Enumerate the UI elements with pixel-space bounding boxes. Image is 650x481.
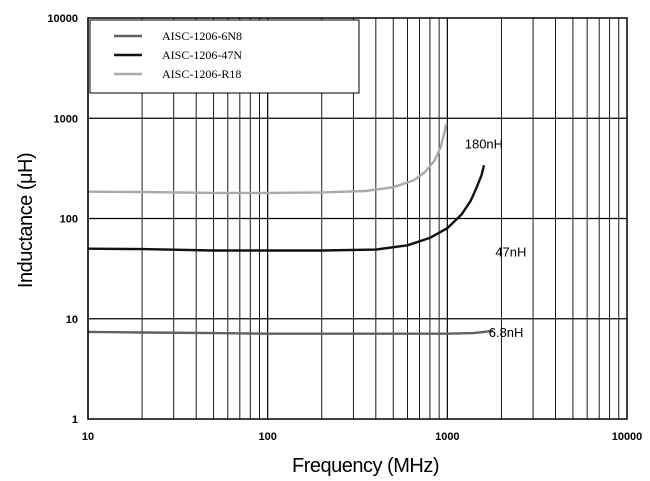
y-tick-label: 100: [60, 214, 78, 226]
series-annotation: 180nH: [465, 136, 503, 151]
y-tick-label: 10: [66, 314, 78, 326]
series-line-aisc-1206-47n: [87, 164, 486, 252]
series-annotation: 47nH: [495, 244, 526, 259]
y-tick-label: 1000: [54, 113, 78, 125]
series-annotation: 6.8nH: [489, 325, 524, 340]
legend: AISC-1206-6N8 AISC-1206-47N AISC-1206-R18: [89, 19, 360, 94]
legend-label: AISC-1206-6N8: [162, 29, 242, 43]
x-tick-label: 10000: [612, 431, 643, 443]
y-axis-label: Inductance (μH): [15, 153, 37, 288]
legend-label: AISC-1206-47N: [162, 48, 242, 62]
series-line-aisc-1206-6n8: [87, 329, 494, 335]
legend-box: [89, 19, 360, 94]
x-tick-label: 10: [82, 431, 94, 443]
series-annotations: 6.8nH 47nH 180nH: [465, 136, 527, 339]
y-tick-label: 10000: [47, 13, 78, 25]
series-line-aisc-1206-r18: [87, 123, 448, 195]
x-axis-label: Frequency (MHz): [292, 455, 439, 477]
x-tick-label: 1000: [435, 431, 459, 443]
y-tick-label: 1: [72, 414, 78, 426]
axis-ticks: 10 100 1000 10000 1 10 100 1000 10000: [47, 13, 642, 443]
legend-label: AISC-1206-R18: [162, 67, 241, 81]
series-lines: [87, 123, 494, 335]
plot-frame: [87, 17, 628, 420]
x-tick-label: 100: [258, 431, 276, 443]
